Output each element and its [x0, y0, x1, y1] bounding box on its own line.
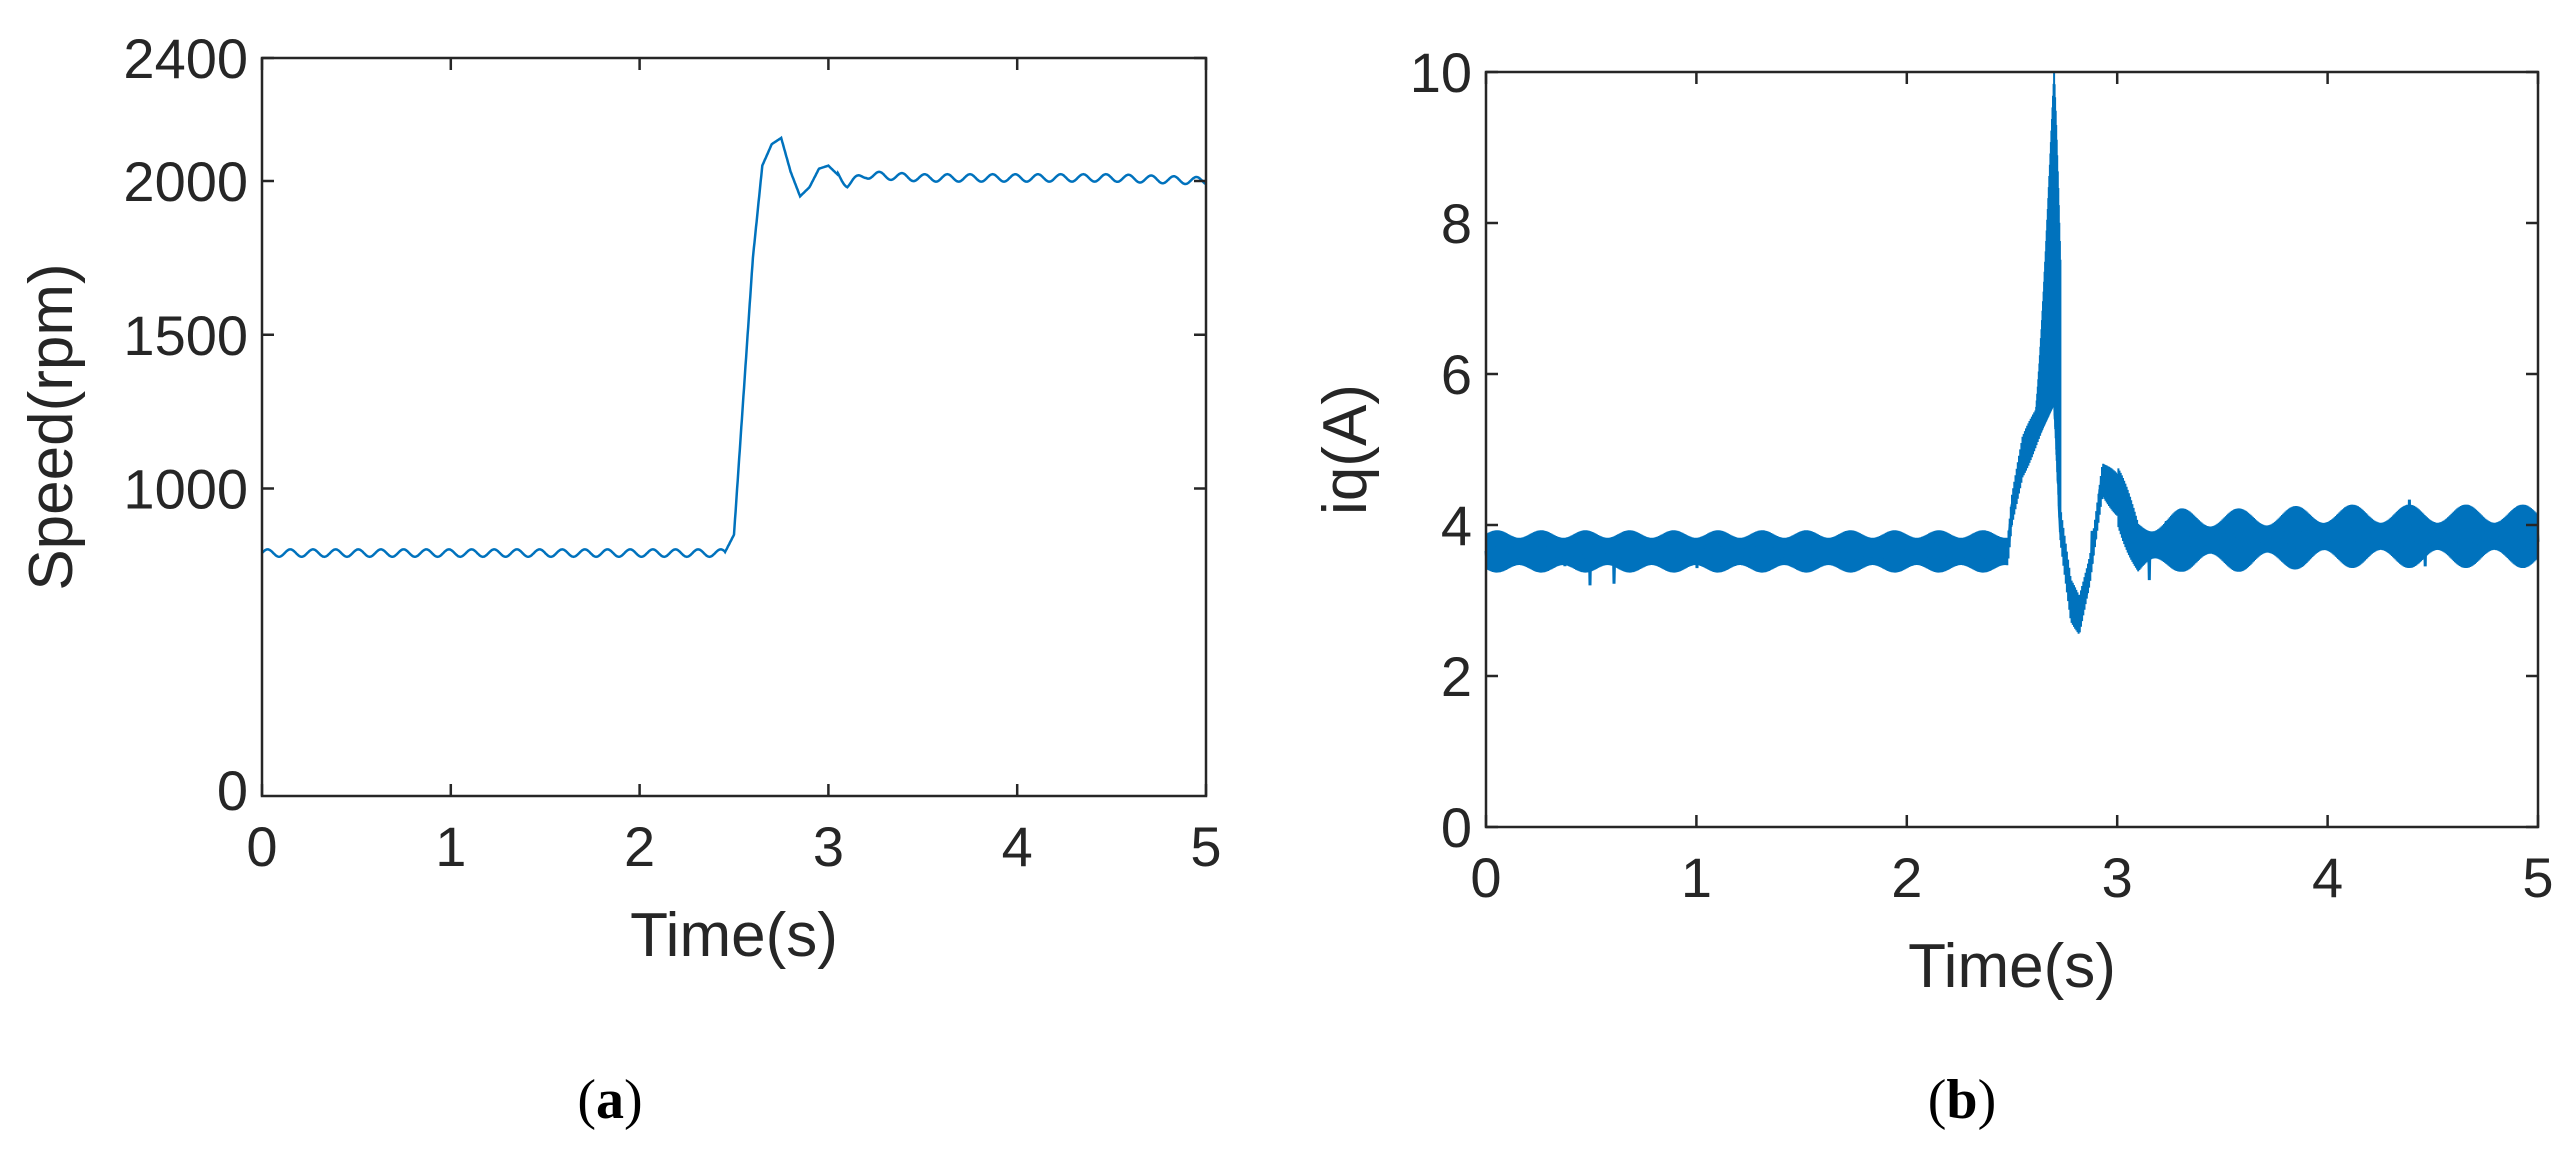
y-tick-label: 2	[1441, 645, 1472, 708]
panel-a-caption: (a)	[577, 1069, 642, 1131]
speed-series-line	[261, 135, 1207, 559]
panel-a-caption-open: (	[577, 1069, 596, 1131]
current-series-line	[1484, 387, 2540, 624]
current-chart-panel: 0 1 2 3 4 5 0 2 4 6 8 10 Time(s) iq(A) (b)	[1311, 41, 2554, 1131]
y-tick-label: 0	[1441, 796, 1472, 859]
x-tick-label: 1	[435, 815, 466, 878]
x-tick-label: 4	[2312, 846, 2343, 909]
x-tick-label: 2	[624, 815, 655, 878]
speed-axes-frame	[260, 56, 1208, 798]
current-x-axis-label: Time(s)	[1908, 932, 2116, 1001]
y-tick-label: 2400	[123, 27, 248, 90]
y-tick-label: 1500	[123, 304, 248, 367]
panel-b-caption-close: )	[1978, 1069, 1997, 1131]
current-y-ticks: 0 2 4 6 8 10	[1410, 41, 2538, 859]
x-tick-label: 3	[813, 815, 844, 878]
x-tick-label: 0	[1470, 846, 1501, 909]
x-tick-label: 5	[1190, 815, 1221, 878]
x-tick-label: 5	[2522, 846, 2553, 909]
current-y-axis-label: iq(A)	[1311, 384, 1380, 515]
speed-y-ticks: 1000 1500 2000 2400 0	[123, 27, 1206, 822]
panel-b-caption-letter: b	[1946, 1069, 1977, 1131]
panel-b-caption: (b)	[1928, 1069, 1996, 1131]
x-tick-label: 0	[246, 815, 277, 878]
panel-b-caption-open: (	[1928, 1069, 1947, 1131]
x-tick-label: 1	[1681, 846, 1712, 909]
y-tick-label: 4	[1441, 494, 1472, 557]
speed-chart-panel: 0 1 2 3 4 5 1000 1500 2000 2400 0 Time(s) Speed(r…	[17, 27, 1222, 1131]
x-tick-label: 3	[2102, 846, 2133, 909]
speed-x-ticks: 0 1 2 3 4 5	[246, 58, 1222, 878]
y-tick-label: 8	[1441, 192, 1472, 255]
current-x-ticks: 0 1 2 3 4 5	[1470, 72, 2554, 909]
y-tick-label: 1000	[123, 458, 248, 521]
panel-a-caption-letter: a	[596, 1069, 624, 1131]
panel-a-caption-close: )	[624, 1069, 643, 1131]
y-tick-label-bottom: 0	[217, 759, 248, 822]
x-tick-label: 2	[1891, 846, 1922, 909]
y-tick-label: 2000	[123, 150, 248, 213]
y-tick-label: 6	[1441, 343, 1472, 406]
speed-y-axis-label: Speed(rpm)	[17, 263, 86, 590]
x-tick-label: 4	[1002, 815, 1033, 878]
current-axes-frame	[1484, 70, 2540, 829]
y-tick-label: 10	[1410, 41, 1472, 104]
speed-plot-area	[262, 58, 1206, 796]
current-plot-area	[1486, 72, 2538, 827]
speed-x-axis-label: Time(s)	[630, 901, 838, 970]
